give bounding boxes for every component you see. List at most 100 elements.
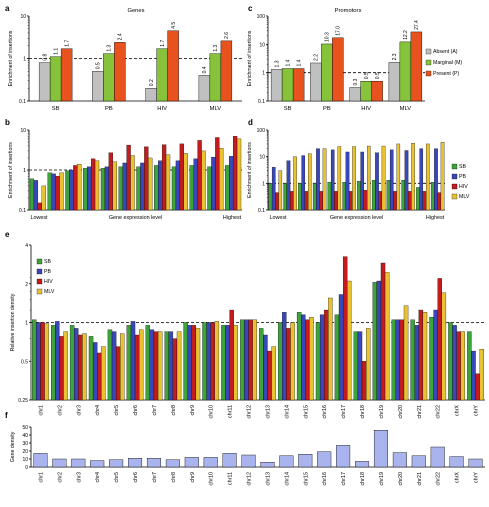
panel-e-bar-mlv: [233, 325, 238, 401]
panel-a-bar-present: [114, 42, 126, 102]
panel-e-category-label: chr13: [265, 405, 271, 419]
panel-e-bar-sb: [467, 331, 472, 401]
panel-b-bar-pb: [69, 169, 74, 211]
panel-f-bar: [298, 454, 313, 468]
panel-d-bar-sb: [312, 183, 317, 211]
panel-a-data-label: 1.7: [160, 40, 166, 47]
panel-c-legend-label: Marginal (M): [433, 60, 462, 66]
panel-e-bar-pb: [187, 325, 192, 401]
panel-d-bar-hiv: [363, 190, 368, 211]
panel-d-bar-pb: [271, 167, 276, 211]
panel-d-y-tick-label: 100: [257, 128, 266, 134]
panel-d-bar-mlv: [308, 153, 312, 211]
panel-c-bar-absent: [270, 69, 283, 102]
panel-a-bar-marginal: [103, 53, 115, 102]
panel-d-bar-hiv: [275, 192, 279, 211]
panel-e-bar-sb: [145, 325, 150, 401]
panel-f-bar: [411, 455, 426, 468]
panel-b-bar-hiv: [144, 146, 149, 211]
panel-a-data-label: 0.4: [202, 66, 208, 73]
panel-b-bar-pb: [175, 160, 181, 211]
panel-b-bar-sb: [154, 165, 159, 211]
panel-e-bar-hiv: [305, 319, 310, 401]
panel-e-bar-pb: [395, 319, 401, 401]
panel-e-bar-sb: [32, 319, 37, 401]
panel-e-bar-mlv: [214, 321, 220, 401]
panel-f-y-label: Gene density: [10, 431, 16, 462]
panel-e-bar-mlv: [384, 272, 390, 401]
panel-d-legend-swatch-mlv: [451, 193, 458, 200]
panel-c-category-label: PB: [323, 106, 331, 112]
panel-b-y-tick-label: 10: [20, 128, 26, 134]
panel-b-bar-pb: [211, 156, 216, 211]
panel-f-bar: [373, 430, 388, 468]
panel-a-title: Genes: [127, 8, 144, 14]
panel-f-bar: [392, 452, 407, 468]
panel-f-bar: [109, 459, 124, 468]
panel-f-category-label: chr2: [57, 472, 63, 483]
panel-c-y-tick-label: 100: [257, 14, 266, 20]
panel-e-category-label: chr1: [38, 405, 44, 416]
panel-e-bar-mlv: [403, 305, 409, 401]
panel-e-bar-mlv: [366, 328, 371, 401]
panel-e-bar-pb: [376, 280, 382, 401]
panel-d-legend-label: HIV: [459, 184, 468, 190]
panel-e-bar-hiv: [229, 309, 234, 401]
panel-e-bar-sb: [88, 336, 94, 401]
panel-e-bar-sb: [334, 314, 340, 401]
panel-e-category-label: chr14: [284, 405, 290, 419]
panel-b-bar-pb: [87, 166, 92, 211]
panel-e-bar-sb: [240, 319, 245, 401]
panel-c-bar-present: [410, 31, 423, 102]
panel-e-bar-pb: [471, 350, 476, 401]
panel-b-bar-sb: [83, 168, 88, 211]
panel-a-y-tick-label: 10: [20, 14, 26, 20]
panel-f-bar: [90, 460, 105, 468]
panel-b-bar-sb: [189, 165, 194, 211]
panel-a-y-tick-label: 1: [23, 57, 26, 63]
panel-letter-c: c: [248, 4, 253, 13]
panel-e-category-label: chr2: [57, 405, 63, 416]
panel-c-category-label: MLV: [400, 106, 412, 112]
panel-d-bar-sb: [416, 187, 420, 211]
panel-f-bar: [184, 457, 199, 468]
panel-f-bar: [260, 462, 275, 468]
panel-f-category-label: chr15: [303, 472, 309, 486]
panel-c-bar-absent: [349, 87, 361, 102]
panel-a-data-label: 2.4: [118, 33, 124, 40]
panel-b-bar-sb: [47, 172, 52, 211]
panel-a-bar-present: [60, 48, 73, 102]
panel-d-bar-pb: [330, 149, 335, 211]
panel-e-category-label: chr6: [133, 405, 139, 416]
panel-e-bar-sb: [372, 282, 377, 401]
panel-e-category-label: chrX: [455, 405, 461, 416]
panel-e-category-label: chr11: [228, 405, 234, 418]
panel-d-bar-sb: [357, 181, 361, 211]
panel-d-bar-pb: [301, 155, 306, 211]
panel-f-category-label: chr3: [76, 472, 82, 483]
panel-f-bar: [336, 445, 351, 468]
panel-c-data-label: 17.0: [336, 26, 342, 36]
panel-f-category-label: chr13: [265, 472, 271, 486]
panel-e-legend-label: SB: [44, 259, 51, 265]
panel-f-bar: [146, 458, 161, 468]
panel-e-bar-pb: [244, 319, 249, 401]
panel-f-bar: [165, 459, 180, 468]
panel-a-data-label: 1.1: [53, 48, 59, 55]
panel-e-category-label: chr22: [436, 405, 442, 419]
panel-e-category-label: chr16: [322, 405, 328, 419]
panel-d-y-label: Enrichment of insertions: [247, 142, 253, 198]
panel-b-bar-hiv: [126, 144, 131, 211]
panel-d-bar-sb: [342, 182, 346, 211]
panel-a-y-label: Enrichment of insertions: [8, 30, 14, 86]
panel-e-bar-pb: [433, 309, 438, 401]
panel-c-bar-present: [371, 80, 383, 102]
panel-e-y-label: Relative insertion density: [10, 293, 16, 351]
panel-b-bar-mlv: [59, 172, 64, 211]
panel-f-category-label: chr9: [190, 472, 196, 483]
panel-b-bar-sb: [65, 170, 70, 211]
panel-c-data-label: 1.4: [285, 59, 291, 66]
panel-e-bar-pb: [36, 322, 41, 401]
panel-e-bar-hiv: [475, 373, 480, 401]
panel-d-bar-hiv: [393, 191, 397, 211]
